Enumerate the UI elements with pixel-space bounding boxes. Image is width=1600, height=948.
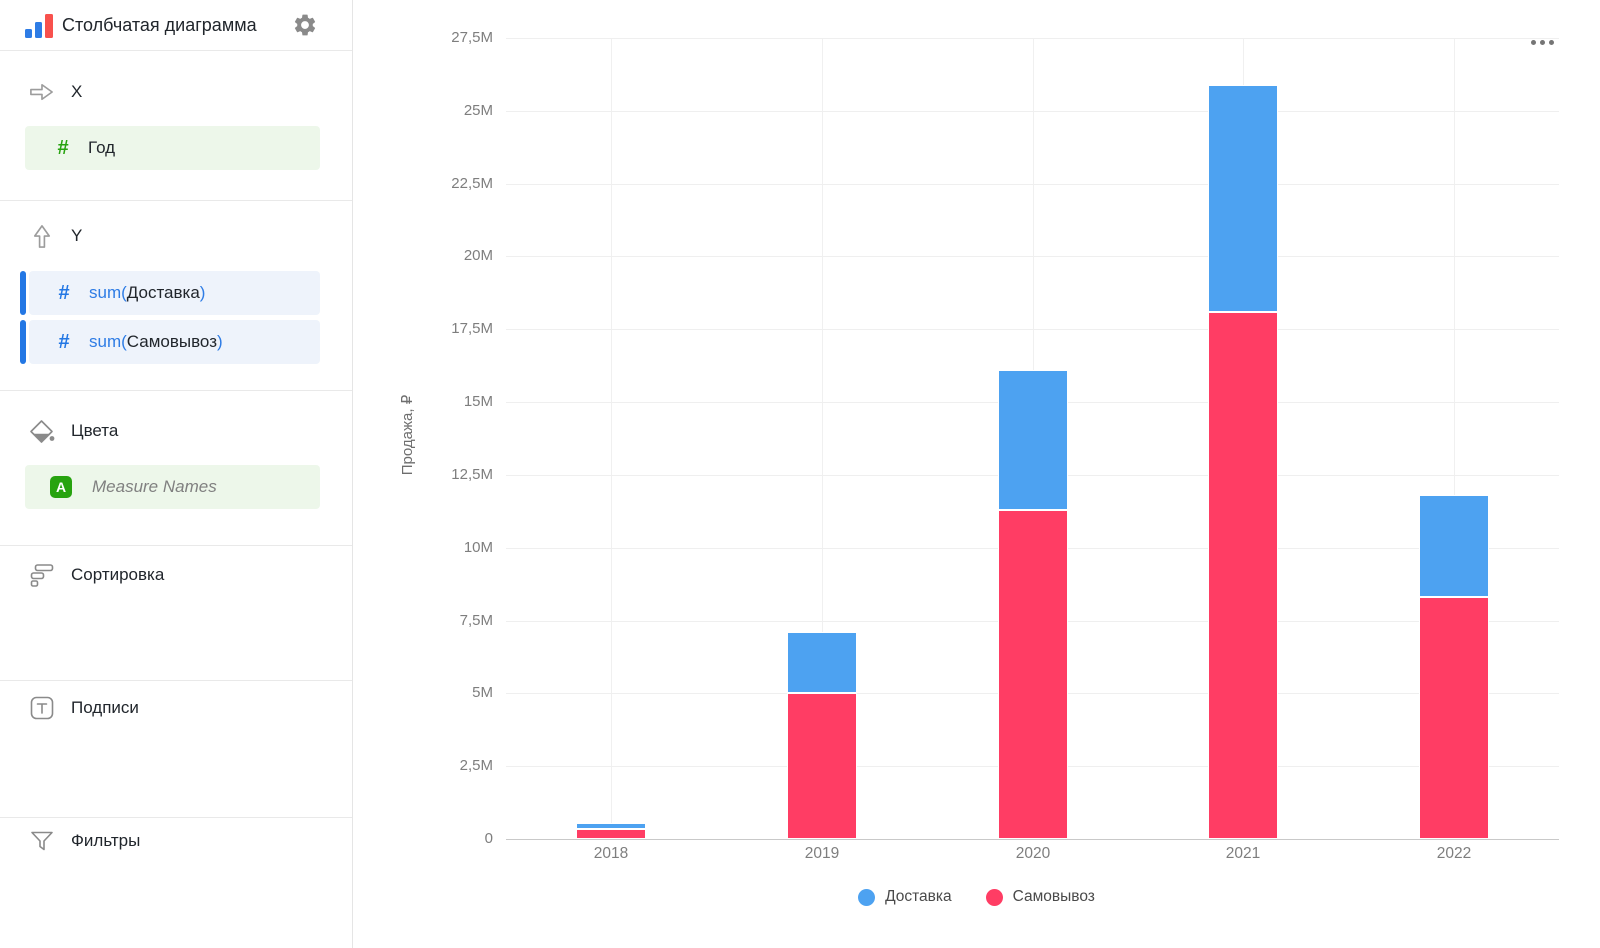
legend-label: Доставка xyxy=(885,888,952,905)
field-chip-god[interactable]: # Год xyxy=(25,126,320,170)
section-labels-header: Подписи xyxy=(28,694,139,722)
number-field-icon: # xyxy=(58,281,70,304)
bar-segment-Самовывоз-2019[interactable] xyxy=(787,693,857,839)
section-colors-header: Цвета xyxy=(28,417,118,445)
y-axis-tick-label: 12,5M xyxy=(451,466,493,483)
paint-bucket-icon xyxy=(28,418,55,444)
chart-legend: Доставка Самовывоз xyxy=(353,888,1600,906)
sort-bars-icon xyxy=(28,562,55,588)
divider xyxy=(0,545,352,546)
x-axis-tick-label: 2018 xyxy=(593,845,629,862)
x-axis-line xyxy=(506,839,1559,840)
y-axis-tick-label: 0 xyxy=(484,830,493,847)
number-field-icon: # xyxy=(58,330,70,353)
y-axis-tick-label: 25M xyxy=(463,102,493,119)
divider xyxy=(0,680,352,681)
section-y-label: Y xyxy=(71,226,83,245)
arrow-up-icon xyxy=(28,223,55,250)
number-field-icon: # xyxy=(57,136,69,159)
gridline-horizontal xyxy=(506,38,1559,39)
field-chip-measure-names[interactable]: A Measure Names xyxy=(25,465,320,509)
gridline-horizontal xyxy=(506,256,1559,257)
divider xyxy=(0,817,352,818)
section-filters-label: Фильтры xyxy=(71,831,141,850)
measure-accent-bar xyxy=(20,271,26,315)
y-axis-tick-label: 2,5M xyxy=(459,757,493,774)
bar-segment-Доставка-2022[interactable] xyxy=(1419,495,1489,597)
y-axis-tick-label: 5M xyxy=(472,684,493,701)
text-label-icon xyxy=(28,695,55,721)
chart-more-menu-icon[interactable] xyxy=(1529,38,1556,47)
settings-gear-icon[interactable] xyxy=(292,12,318,38)
gridline-horizontal xyxy=(506,111,1559,112)
gridline-horizontal xyxy=(506,184,1559,185)
legend-item-Самовывоз[interactable]: Самовывоз xyxy=(985,888,1095,906)
measure-accent-bar xyxy=(20,320,26,364)
legend-label: Самовывоз xyxy=(1012,888,1095,905)
divider xyxy=(0,200,352,201)
legend-dot xyxy=(858,888,876,906)
measure-names-icon: A xyxy=(50,476,72,498)
divider xyxy=(0,390,352,391)
section-x-header: X xyxy=(28,78,82,106)
field-chip-label: Measure Names xyxy=(92,477,217,496)
field-chip-label: Год xyxy=(88,138,116,157)
field-chip-sum-dostavka[interactable]: # sum(Доставка) xyxy=(20,271,320,315)
y-axis-tick-label: 7,5M xyxy=(459,612,493,629)
bar-chart-logo-icon xyxy=(25,14,53,38)
field-chip-sum-samovyvoz[interactable]: # sum(Самовывоз) xyxy=(20,320,320,364)
x-axis-tick-label: 2020 xyxy=(1015,845,1051,862)
y-axis-tick-label: 17,5M xyxy=(451,320,493,337)
gridline-horizontal xyxy=(506,329,1559,330)
x-axis-tick-label: 2022 xyxy=(1436,845,1472,862)
y-axis-tick-label: 20M xyxy=(463,247,493,264)
arrow-right-icon xyxy=(28,80,55,104)
x-axis-tick-label: 2019 xyxy=(804,845,840,862)
y-axis-tick-label: 27,5M xyxy=(451,29,493,46)
legend-dot xyxy=(985,888,1003,906)
bar-segment-Самовывоз-2021[interactable] xyxy=(1208,312,1278,839)
bar-segment-Самовывоз-2020[interactable] xyxy=(998,510,1068,839)
bar-segment-Самовывоз-2018[interactable] xyxy=(576,829,646,839)
bar-segment-Доставка-2020[interactable] xyxy=(998,370,1068,510)
bar-segment-Доставка-2019[interactable] xyxy=(787,632,857,693)
gridline-vertical xyxy=(822,38,823,839)
funnel-icon xyxy=(28,828,55,854)
section-x-label: X xyxy=(71,82,83,101)
section-y-header: Y xyxy=(28,222,82,250)
section-labels-label: Подписи xyxy=(71,698,139,717)
section-filters-header: Фильтры xyxy=(28,827,140,855)
gridline-vertical xyxy=(611,38,612,839)
y-axis-tick-label: 10M xyxy=(463,539,493,556)
section-sorting-header: Сортировка xyxy=(28,561,164,589)
section-sorting-label: Сортировка xyxy=(71,565,165,584)
field-chip-label: sum(Самовывоз) xyxy=(89,332,223,351)
bar-segment-Доставка-2021[interactable] xyxy=(1208,85,1278,312)
legend-item-Доставка[interactable]: Доставка xyxy=(858,888,952,906)
x-axis-tick-label: 2021 xyxy=(1225,845,1261,862)
chart-settings-sidebar: Столбчатая диаграмма X # Год xyxy=(0,0,353,948)
y-axis-tick-label: 15M xyxy=(463,393,493,410)
gridline-vertical xyxy=(1454,38,1455,839)
section-colors-label: Цвета xyxy=(71,421,119,440)
chart-type-title: Столбчатая диаграмма xyxy=(62,15,257,35)
divider xyxy=(0,50,352,51)
chart-canvas: Продажа, ₽ 0 2,5M 5M 7,5M 10M 12,5M 15M 17,5M 20… xyxy=(353,0,1600,948)
bar-segment-Доставка-2018[interactable] xyxy=(576,823,646,829)
field-chip-label: sum(Доставка) xyxy=(89,283,206,302)
y-axis-tick-label: 22,5M xyxy=(451,175,493,192)
bar-segment-Самовывоз-2022[interactable] xyxy=(1419,597,1489,839)
